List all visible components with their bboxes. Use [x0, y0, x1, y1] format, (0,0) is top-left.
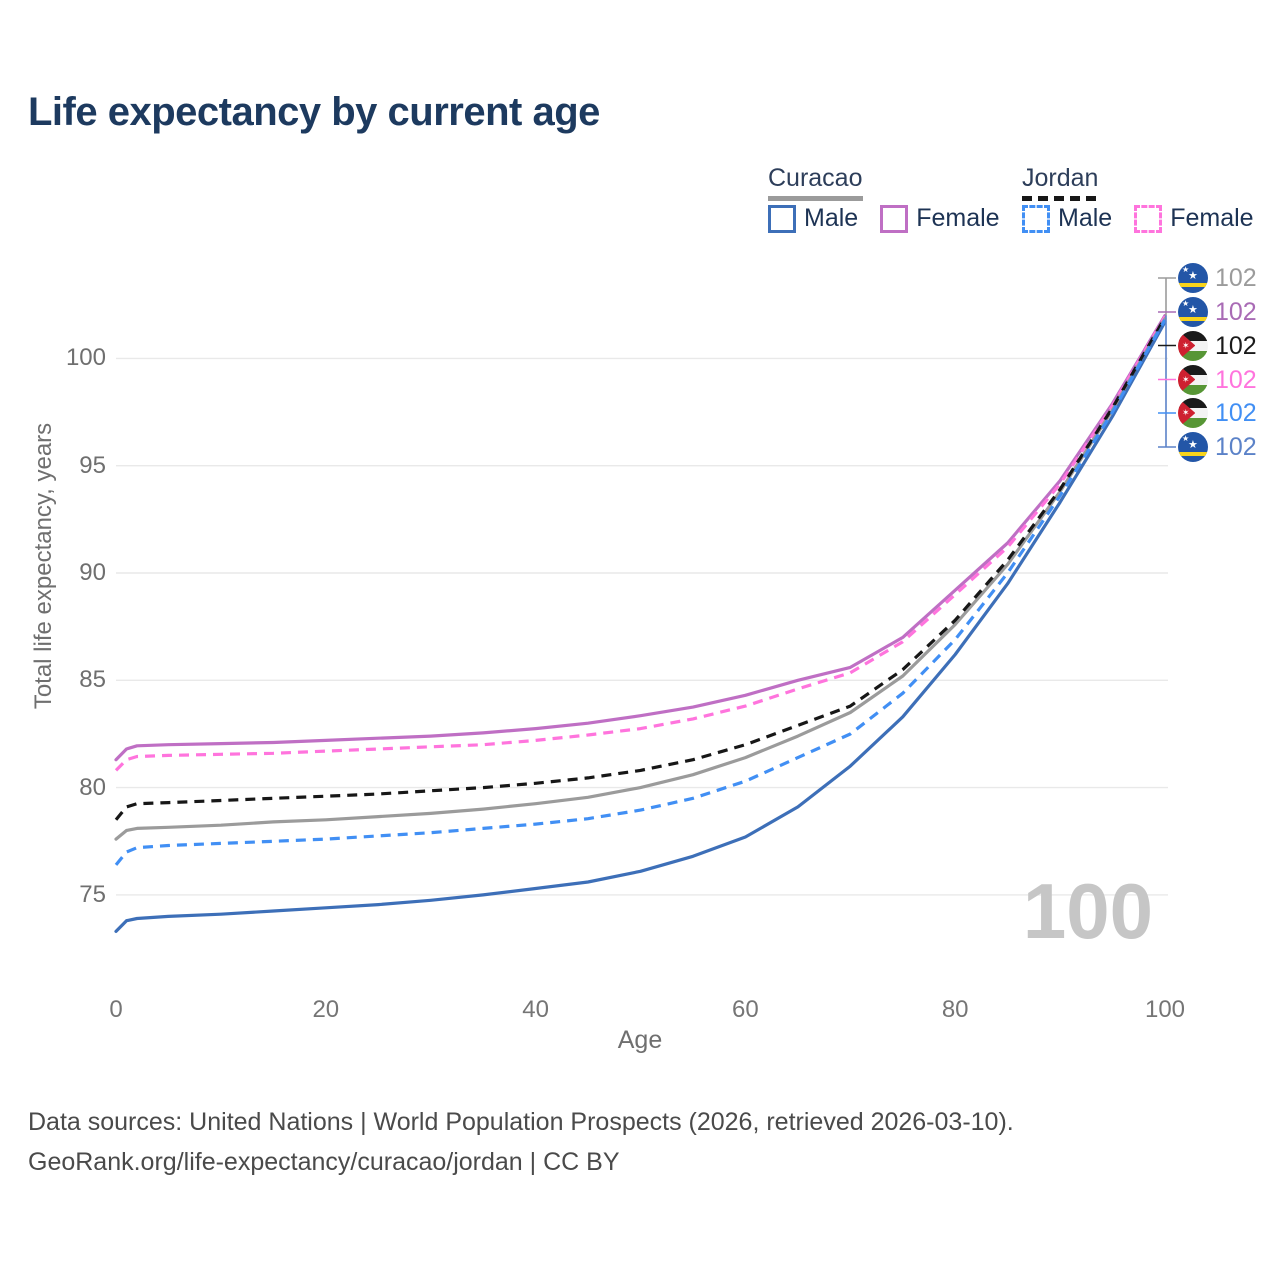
x-tick-label: 100	[1144, 996, 1186, 1023]
end-label-row-curacao_female: ★ ★ 102	[1178, 296, 1257, 328]
curacao-flag-star: ★	[1182, 299, 1190, 308]
end-label-value: 102	[1215, 399, 1257, 427]
flag-icon-curacao: ★ ★	[1178, 263, 1208, 293]
end-label-row-jordan_all: ✶ 102	[1178, 330, 1257, 362]
curacao-flag-star: ★	[1182, 434, 1190, 443]
flag-icon-jordan: ✶	[1178, 398, 1208, 428]
y-tick-label: 75	[79, 880, 106, 908]
legend-item-curacao-male[interactable]: Male	[768, 204, 858, 233]
y-axis-title: Total life expectancy, years	[30, 422, 57, 710]
curacao-flag-stripe	[1178, 452, 1208, 457]
legend-item-curacao-male-label: Male	[804, 204, 859, 232]
series-line-curacao_all[interactable]	[114, 317, 1167, 841]
jordan-flag-star: ✶	[1182, 374, 1190, 384]
jordan-female-swatch	[1134, 204, 1163, 233]
series-line-curacao_male[interactable]	[114, 320, 1167, 933]
footer-attribution: GeoRank.org/life-expectancy/curacao/jord…	[28, 1148, 620, 1176]
series-line-jordan_all[interactable]	[114, 316, 1167, 821]
flag-icon-jordan: ✶	[1178, 364, 1208, 395]
x-tick-label: 80	[941, 996, 969, 1023]
curacao-flag-stripe	[1178, 317, 1208, 322]
x-axis-title: Age	[617, 1026, 663, 1054]
legend-country-curacao-label: Curacao	[768, 164, 863, 192]
legend-country-jordan[interactable]: Jordan	[1022, 164, 1099, 201]
x-tick-label: 20	[312, 996, 340, 1023]
chart-title: Life expectancy by current age	[28, 90, 600, 134]
curacao-female-swatch	[880, 204, 909, 233]
x-tick-label: 60	[732, 996, 759, 1023]
curacao-solid-line-swatch	[768, 196, 863, 201]
curacao-flag-star: ★	[1182, 265, 1190, 274]
curacao-flag-stripe	[1178, 283, 1208, 288]
legend-country-jordan-label: Jordan	[1022, 164, 1099, 192]
legend-item-jordan-male[interactable]: Male	[1022, 204, 1112, 233]
x-tick-label: 0	[109, 996, 123, 1023]
legend-item-jordan-male-label: Male	[1058, 204, 1113, 232]
jordan-flag-triangle	[1178, 364, 1196, 395]
jordan-flag-star: ✶	[1182, 340, 1190, 350]
curacao-flag-star: ★	[1188, 304, 1198, 316]
end-label-value: 102	[1215, 433, 1257, 461]
x-tick-label: 40	[522, 996, 549, 1023]
end-label-value: 102	[1215, 298, 1257, 326]
legend-item-curacao-female-label: Female	[916, 204, 1000, 232]
flag-icon-curacao: ★ ★	[1178, 432, 1208, 462]
series-line-curacao_female[interactable]	[114, 313, 1167, 762]
y-tick-label: 80	[79, 773, 106, 801]
curacao-male-swatch	[768, 204, 796, 233]
legend-item-curacao-female[interactable]: Female	[880, 204, 1000, 233]
end-label-value: 102	[1215, 331, 1257, 360]
flag-icon-jordan: ✶	[1178, 330, 1208, 361]
jordan-dashed-line-swatch	[1022, 196, 1099, 201]
legend-country-curacao[interactable]: Curacao	[768, 164, 863, 201]
jordan-flag-triangle	[1178, 330, 1196, 361]
curacao-flag-star: ★	[1188, 270, 1198, 282]
legend-item-jordan-female[interactable]: Female	[1134, 204, 1254, 233]
jordan-male-swatch	[1022, 204, 1050, 233]
jordan-flag-triangle	[1178, 398, 1196, 428]
legend-group-jordan: Jordan Male Female	[1022, 164, 1254, 233]
series-line-jordan_male[interactable]	[114, 319, 1167, 866]
y-tick-label: 100	[65, 344, 106, 372]
series-line-jordan_female[interactable]	[114, 315, 1167, 772]
end-label-value: 102	[1215, 365, 1257, 394]
jordan-flag-star: ✶	[1182, 407, 1190, 418]
curacao-flag-star: ★	[1188, 439, 1198, 451]
flag-icon-curacao: ★ ★	[1178, 297, 1208, 327]
end-label-row-curacao_male: ★ ★ 102	[1178, 431, 1257, 463]
end-label-row-jordan_female: ✶ 102	[1178, 364, 1257, 396]
footer-data-sources: Data sources: United Nations | World Pop…	[28, 1108, 1014, 1136]
end-label-value: 102	[1215, 264, 1257, 292]
end-label-row-curacao_all: ★ ★ 102	[1178, 262, 1257, 294]
legend-item-jordan-female-label: Female	[1170, 204, 1254, 232]
end-label-row-jordan_male: ✶ 102	[1178, 397, 1257, 429]
age-watermark: 100	[1022, 867, 1153, 955]
legend-group-curacao: Curacao Male Female	[768, 164, 1000, 233]
